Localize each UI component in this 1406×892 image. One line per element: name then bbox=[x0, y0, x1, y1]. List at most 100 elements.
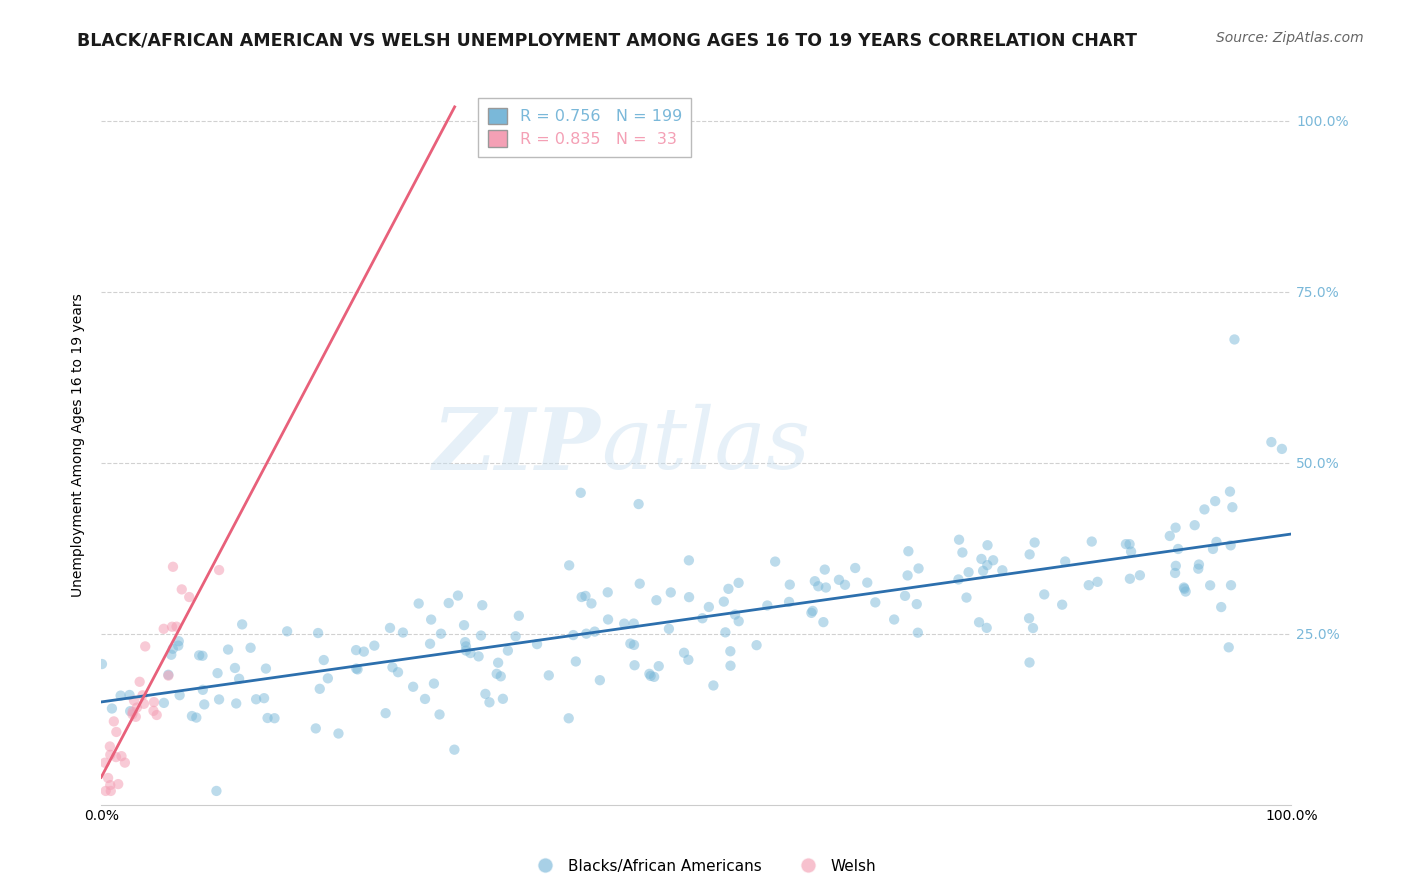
Point bbox=[160, 648, 183, 662]
Point bbox=[120, 704, 142, 718]
Point bbox=[363, 639, 385, 653]
Point bbox=[208, 692, 231, 706]
Point bbox=[1173, 581, 1195, 595]
Point bbox=[122, 693, 145, 707]
Point bbox=[153, 696, 176, 710]
Point bbox=[454, 643, 477, 657]
Point bbox=[471, 598, 494, 612]
Point bbox=[972, 564, 994, 578]
Point bbox=[640, 669, 662, 683]
Point bbox=[907, 625, 929, 640]
Point bbox=[224, 661, 246, 675]
Point bbox=[98, 747, 121, 762]
Point bbox=[1087, 574, 1109, 589]
Point bbox=[658, 622, 681, 636]
Point bbox=[678, 653, 700, 667]
Point bbox=[157, 667, 180, 681]
Point bbox=[623, 616, 645, 631]
Point bbox=[981, 553, 1004, 567]
Point bbox=[800, 606, 823, 620]
Point bbox=[1188, 558, 1211, 572]
Point bbox=[1077, 578, 1099, 592]
Point bbox=[374, 706, 396, 721]
Point bbox=[717, 582, 740, 596]
Point bbox=[948, 533, 970, 547]
Point bbox=[1018, 547, 1040, 561]
Point bbox=[256, 711, 278, 725]
Point bbox=[1159, 529, 1181, 543]
Point bbox=[562, 628, 585, 642]
Point bbox=[1173, 582, 1195, 596]
Point bbox=[508, 608, 530, 623]
Point bbox=[950, 545, 973, 559]
Point bbox=[316, 671, 339, 685]
Point bbox=[1080, 534, 1102, 549]
Point bbox=[239, 640, 262, 655]
Point bbox=[596, 585, 619, 599]
Point bbox=[627, 497, 650, 511]
Point bbox=[718, 644, 741, 658]
Point bbox=[1219, 484, 1241, 499]
Point bbox=[245, 692, 267, 706]
Point bbox=[191, 682, 214, 697]
Point bbox=[378, 621, 401, 635]
Point bbox=[437, 596, 460, 610]
Point bbox=[856, 575, 879, 590]
Point bbox=[970, 552, 993, 566]
Point bbox=[1202, 541, 1225, 556]
Point bbox=[1054, 554, 1077, 568]
Point bbox=[496, 643, 519, 657]
Point bbox=[225, 697, 247, 711]
Point bbox=[132, 697, 155, 711]
Point bbox=[387, 665, 409, 680]
Point bbox=[121, 705, 143, 719]
Point bbox=[103, 714, 125, 729]
Point bbox=[381, 660, 404, 674]
Point bbox=[169, 688, 191, 702]
Point bbox=[167, 639, 190, 653]
Point bbox=[454, 640, 477, 654]
Point bbox=[813, 615, 835, 629]
Point bbox=[1187, 562, 1209, 576]
Point bbox=[328, 726, 350, 740]
Text: ZIP: ZIP bbox=[433, 404, 600, 487]
Point bbox=[569, 485, 592, 500]
Point bbox=[991, 563, 1014, 577]
Point bbox=[883, 613, 905, 627]
Point bbox=[948, 573, 970, 587]
Point bbox=[714, 625, 737, 640]
Point bbox=[231, 617, 253, 632]
Point bbox=[344, 662, 367, 676]
Point bbox=[581, 596, 603, 610]
Point bbox=[307, 626, 329, 640]
Point bbox=[1184, 518, 1206, 533]
Point bbox=[145, 708, 167, 723]
Point bbox=[114, 756, 136, 770]
Point bbox=[419, 637, 441, 651]
Point bbox=[814, 563, 837, 577]
Point bbox=[91, 657, 114, 671]
Point bbox=[101, 701, 124, 715]
Point bbox=[645, 593, 668, 607]
Point bbox=[1167, 541, 1189, 556]
Point bbox=[97, 771, 120, 785]
Point bbox=[1164, 558, 1187, 573]
Point bbox=[152, 622, 174, 636]
Text: BLACK/AFRICAN AMERICAN VS WELSH UNEMPLOYMENT AMONG AGES 16 TO 19 YEARS CORRELATI: BLACK/AFRICAN AMERICAN VS WELSH UNEMPLOY… bbox=[77, 31, 1137, 49]
Point bbox=[557, 711, 579, 725]
Point bbox=[188, 648, 211, 663]
Point bbox=[596, 612, 619, 626]
Point bbox=[1194, 502, 1216, 516]
Point bbox=[1222, 500, 1244, 515]
Point bbox=[1119, 544, 1142, 558]
Point bbox=[105, 725, 128, 739]
Point bbox=[1164, 566, 1187, 580]
Point bbox=[1050, 598, 1073, 612]
Point bbox=[143, 695, 166, 709]
Point bbox=[486, 656, 509, 670]
Point bbox=[558, 558, 581, 573]
Point bbox=[1033, 587, 1056, 601]
Point bbox=[276, 624, 298, 639]
Point bbox=[474, 687, 496, 701]
Point bbox=[312, 653, 335, 667]
